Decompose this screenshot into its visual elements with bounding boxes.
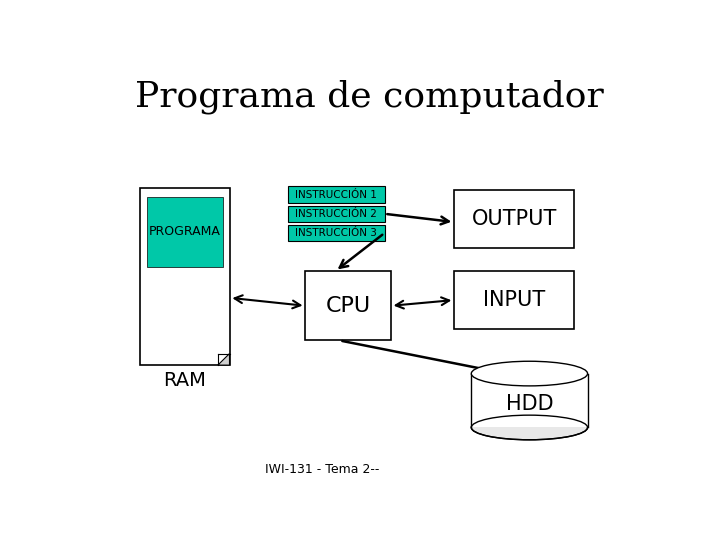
Text: HDD: HDD — [505, 394, 553, 414]
Text: IWI-131 - Tema 2--: IWI-131 - Tema 2-- — [265, 463, 379, 476]
Bar — [287, 206, 384, 222]
Bar — [147, 197, 223, 267]
Text: Programa de computador: Programa de computador — [135, 80, 603, 114]
Bar — [140, 188, 230, 365]
Bar — [454, 271, 575, 329]
Polygon shape — [218, 354, 230, 365]
Text: RAM: RAM — [163, 371, 207, 390]
Text: INSTRUCCIÓN 1: INSTRUCCIÓN 1 — [295, 190, 377, 200]
Text: INSTRUCCIÓN 2: INSTRUCCIÓN 2 — [295, 209, 377, 219]
Bar — [472, 374, 588, 428]
Bar — [472, 374, 588, 428]
Text: PROGRAMA: PROGRAMA — [149, 225, 221, 238]
Text: INPUT: INPUT — [483, 290, 546, 310]
Bar — [305, 271, 391, 340]
Bar — [287, 225, 384, 241]
Text: CPU: CPU — [325, 296, 371, 316]
Text: OUTPUT: OUTPUT — [472, 209, 557, 229]
Ellipse shape — [472, 361, 588, 386]
Bar — [454, 190, 575, 248]
Bar — [287, 186, 384, 202]
Text: INSTRUCCIÓN 3: INSTRUCCIÓN 3 — [295, 228, 377, 238]
Ellipse shape — [472, 415, 588, 440]
